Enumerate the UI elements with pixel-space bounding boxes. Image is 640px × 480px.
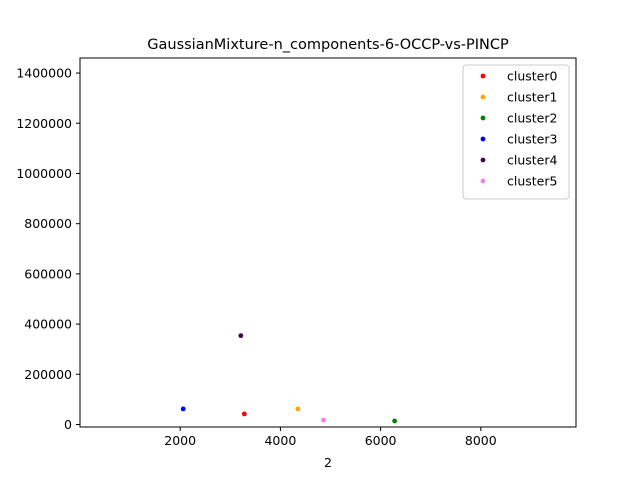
legend-label: cluster3 [507,132,557,147]
data-point-cluster4 [238,333,244,339]
y-tick-label: 0 [64,417,72,432]
x-tick-label: 6000 [365,433,397,448]
legend-label: cluster2 [507,111,557,126]
x-tick-label: 4000 [264,433,296,448]
x-tick-label: 8000 [465,433,497,448]
y-tick-label: 800000 [24,216,72,231]
legend-label: cluster0 [507,69,558,84]
axes-layer: 2000 4000 6000 8000 0 200000 400000 600000 80000… [16,66,496,448]
y-tick-label: 600000 [24,266,72,281]
data-point-cluster2 [392,418,398,424]
y-tick-label: 400000 [24,317,72,332]
x-tick-label: 2000 [164,433,196,448]
plot-frame [79,57,577,428]
legend-label: cluster4 [507,153,558,168]
legend-marker-cluster3 [480,136,486,142]
legend-box [462,64,570,200]
x-axis-label: 2 [324,455,332,470]
legend-marker-cluster1 [480,94,486,100]
legend: cluster0 cluster1 cluster2 cluster3 cluster4… [462,64,570,200]
legend-label: cluster5 [507,174,557,189]
legend-label: cluster1 [507,90,557,105]
data-point-cluster0 [241,411,247,417]
legend-marker-cluster4 [480,157,486,163]
y-tick-label: 1400000 [16,66,72,81]
chart-title: GaussianMixture-n_components-6-OCCP-vs-P… [147,37,509,53]
data-point-cluster5 [321,417,326,423]
data-point-cluster3 [180,406,186,412]
legend-marker-cluster5 [480,178,486,184]
points-layer [180,333,398,424]
y-tick-label: 1000000 [16,166,72,181]
y-tick-label: 1200000 [16,116,72,131]
legend-marker-cluster0 [480,73,486,79]
data-point-cluster1 [295,406,301,412]
legend-marker-cluster2 [480,115,486,121]
y-tick-label: 200000 [24,367,72,382]
